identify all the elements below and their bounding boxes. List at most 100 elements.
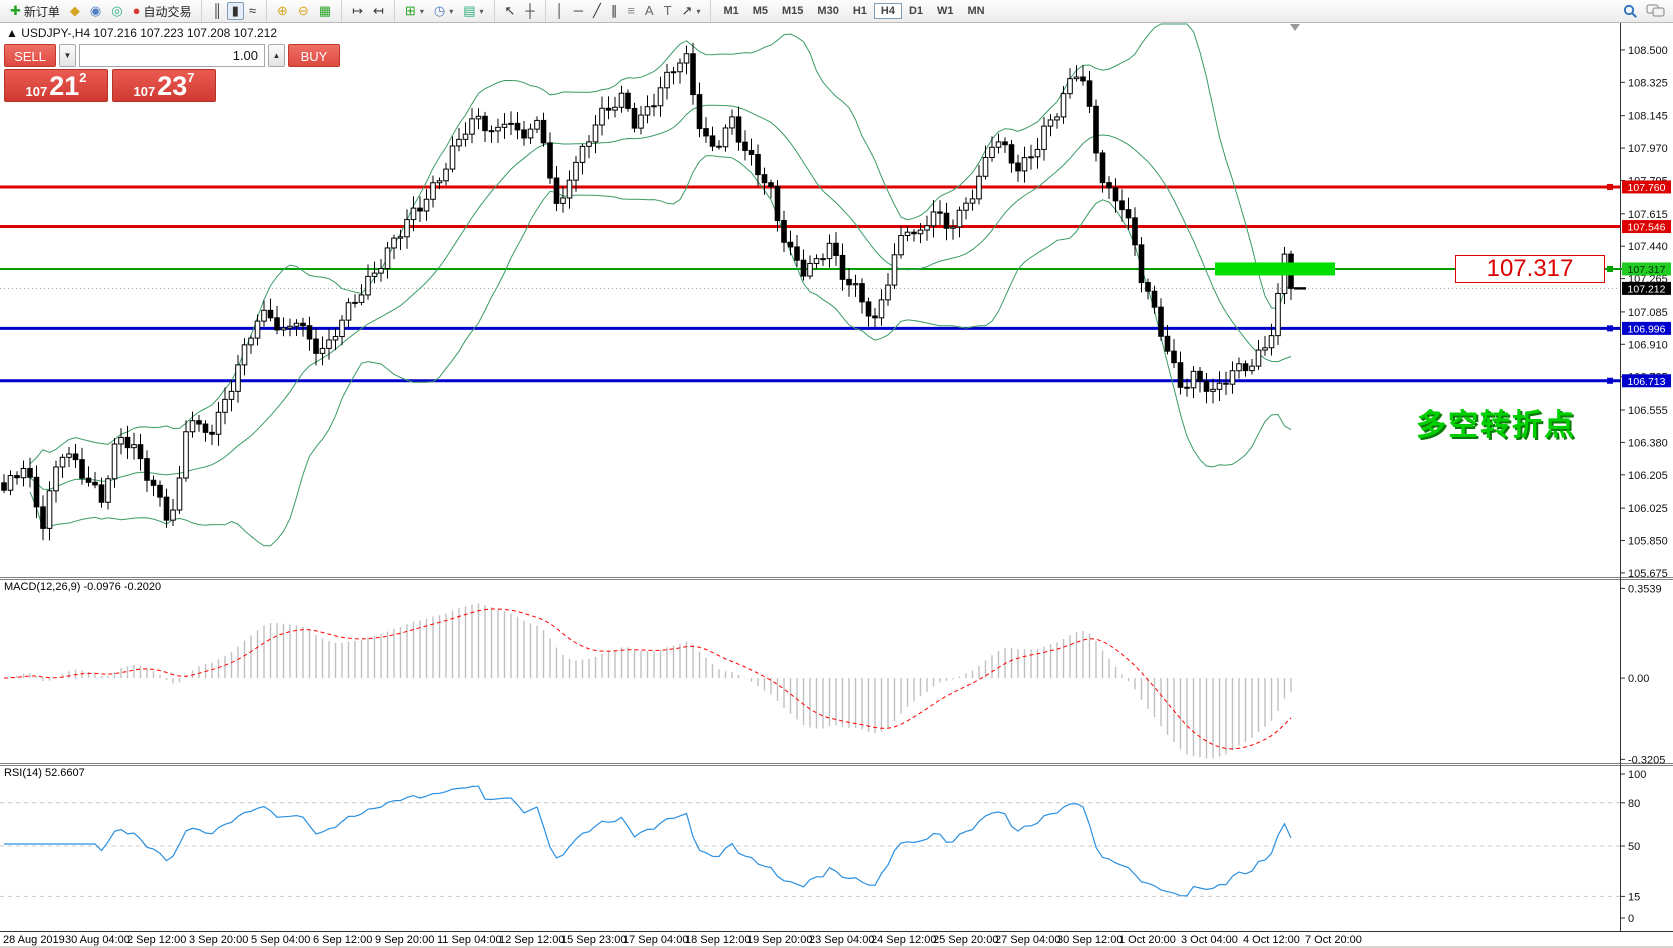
chart-symbol: USDJPY-,H4 — [21, 26, 91, 40]
volume-input[interactable] — [79, 44, 265, 67]
main-toolbar: ✚ 新订单 ◆ ◉ ◎ ● 自动交易 ║ ▮ ≈ ⊕ ⊖ ▦ ↦ ↤ ⊞ ▾ — [0, 0, 1673, 23]
horizontal-line-icon: ─ — [573, 3, 583, 18]
style-tag-button[interactable]: ◆ — [65, 2, 85, 20]
toolbar-group-cursor: ↖ ┼ — [495, 0, 546, 22]
svg-text:12 Sep 12:00: 12 Sep 12:00 — [499, 934, 564, 946]
volume-decrease-button[interactable]: ▼ — [59, 44, 76, 67]
chevron-down-icon: ▾ — [479, 6, 484, 16]
zoom-in-button[interactable]: ⊕ — [272, 2, 293, 20]
macd-panel — [3, 603, 1292, 759]
collapse-triangle-icon[interactable]: ▲ — [6, 26, 18, 40]
line-chart-button[interactable]: ≈ — [244, 2, 261, 20]
arrows-button[interactable]: ↗ ▾ — [677, 2, 706, 20]
rsi-indicator-label: RSI(14) 52.6607 — [4, 767, 85, 779]
tile-windows-button[interactable]: ▦ — [314, 2, 336, 20]
channel-icon: ∥ — [610, 3, 618, 18]
fibonacci-button[interactable]: ≡ — [622, 2, 640, 20]
tile-windows-icon: ▦ — [318, 3, 332, 18]
price-axis-badges: 107.760 107.546 107.317 106.996 106.713 107.2… — [1622, 180, 1671, 388]
one-click-trade-panel: SELL ▼ ▲ BUY 107 21 2 107 23 7 — [4, 44, 340, 102]
signal-button[interactable]: ◎ — [106, 2, 127, 20]
timeframe-button-M15[interactable]: M15 — [782, 5, 804, 17]
sell-price-point: 2 — [79, 70, 87, 85]
auto-trading-button[interactable]: ● 自动交易 — [128, 1, 197, 22]
price-level-label[interactable]: 107.317 — [1455, 255, 1605, 283]
vertical-line-button[interactable]: │ — [551, 2, 569, 20]
timeframe-button-MN[interactable]: MN — [967, 5, 985, 17]
cursor-button[interactable]: ↖ — [500, 2, 521, 20]
template-button[interactable]: ▤ ▾ — [458, 2, 488, 20]
chat-icon[interactable] — [1646, 4, 1665, 18]
svg-text:0: 0 — [1628, 913, 1634, 925]
new-order-button[interactable]: ✚ 新订单 — [5, 1, 65, 22]
trendline-button[interactable]: ╱ — [588, 2, 606, 20]
chart-shift-icon: ↦ — [352, 3, 364, 18]
timeframe-button-H4[interactable]: H4 — [873, 3, 902, 19]
svg-text:3 Sep 20:00: 3 Sep 20:00 — [189, 934, 248, 946]
buy-price-button[interactable]: 107 23 7 — [112, 69, 216, 102]
search-icon[interactable] — [1623, 4, 1638, 19]
svg-text:105.850: 105.850 — [1628, 536, 1668, 548]
svg-text:107.440: 107.440 — [1628, 241, 1668, 253]
add-indicator-button[interactable]: ⊞ ▾ — [400, 2, 429, 20]
svg-text:2 Sep 12:00: 2 Sep 12:00 — [127, 934, 186, 946]
chart-title: ▲ USDJPY-,H4 107.216 107.223 107.208 107… — [6, 26, 277, 40]
toolbar-group-chart-type: ║ ▮ ≈ — [202, 0, 267, 22]
svg-text:18 Sep 12:00: 18 Sep 12:00 — [685, 934, 750, 946]
chart-shift-button[interactable]: ↦ — [347, 2, 368, 20]
svg-text:105.675: 105.675 — [1628, 568, 1668, 580]
turning-point-note[interactable]: 多空转折点 — [1416, 409, 1576, 442]
timeframe-group: M1 M5 M15 M30 H1 H4 D1 W1 MN — [711, 0, 996, 22]
cursor-icon: ↖ — [504, 3, 516, 18]
buy-price-pips: 23 — [157, 71, 188, 101]
price-level-lines — [0, 185, 1620, 383]
timeframe-button-H1[interactable]: H1 — [852, 5, 867, 17]
buy-button[interactable]: BUY — [288, 44, 340, 67]
text-button[interactable]: A — [640, 2, 659, 20]
toolbar-right — [1623, 4, 1673, 19]
svg-text:108.145: 108.145 — [1628, 111, 1668, 123]
highlight-bar[interactable] — [1215, 262, 1335, 276]
chart-annotations — [1215, 24, 1622, 384]
svg-text:107.970: 107.970 — [1628, 143, 1668, 155]
candles — [1, 42, 1294, 541]
bollinger-bands — [29, 23, 1292, 547]
timeframe-button-M1[interactable]: M1 — [723, 5, 739, 17]
rsi-panel — [0, 785, 1620, 897]
svg-text:50: 50 — [1628, 841, 1640, 853]
svg-text:108.325: 108.325 — [1628, 77, 1668, 89]
crosshair-button[interactable]: ┼ — [520, 2, 539, 20]
sell-price-button[interactable]: 107 21 2 — [4, 69, 108, 102]
candlestick-chart-button[interactable]: ▮ — [226, 2, 244, 20]
text-label-button[interactable]: T — [659, 2, 677, 20]
auto-scroll-button[interactable]: ↤ — [368, 2, 389, 20]
timeframe-button-M5[interactable]: M5 — [752, 5, 769, 17]
profile-button[interactable]: ◉ — [85, 2, 106, 20]
zoom-out-button[interactable]: ⊖ — [293, 2, 314, 20]
svg-text:24 Sep 12:00: 24 Sep 12:00 — [871, 934, 936, 946]
svg-text:7 Oct 20:00: 7 Oct 20:00 — [1305, 934, 1362, 946]
volume-increase-button[interactable]: ▲ — [268, 44, 285, 67]
horizontal-line-button[interactable]: ─ — [569, 2, 588, 20]
timeframe-button-M30[interactable]: M30 — [817, 5, 839, 17]
zoom-in-icon: ⊕ — [277, 3, 288, 18]
timeframe-button-D1[interactable]: D1 — [908, 5, 924, 17]
time-axis: 28 Aug 2019 30 Aug 04:002 Sep 12:00 3 Sep … — [3, 934, 1362, 946]
svg-text:106.025: 106.025 — [1628, 503, 1668, 515]
timeframe-button-W1[interactable]: W1 — [937, 5, 954, 17]
svg-text:30 Sep 12:00: 30 Sep 12:00 — [1057, 934, 1122, 946]
auto-trading-label: 自动交易 — [143, 4, 192, 19]
svg-text:0.00: 0.00 — [1628, 673, 1649, 685]
sell-button[interactable]: SELL — [4, 44, 56, 67]
chevron-down-icon: ▾ — [449, 6, 454, 16]
channel-button[interactable]: ∥ — [606, 2, 623, 20]
add-indicator-icon: ⊞ — [404, 3, 416, 18]
sell-price-figure: 107 — [25, 84, 48, 99]
bar-chart-button[interactable]: ║ — [207, 2, 226, 20]
periods-button[interactable]: ◷ ▾ — [429, 2, 458, 20]
tag-icon: ◆ — [69, 3, 80, 18]
chevron-down-icon: ▾ — [419, 6, 424, 16]
svg-text:25 Sep 20:00: 25 Sep 20:00 — [933, 934, 998, 946]
